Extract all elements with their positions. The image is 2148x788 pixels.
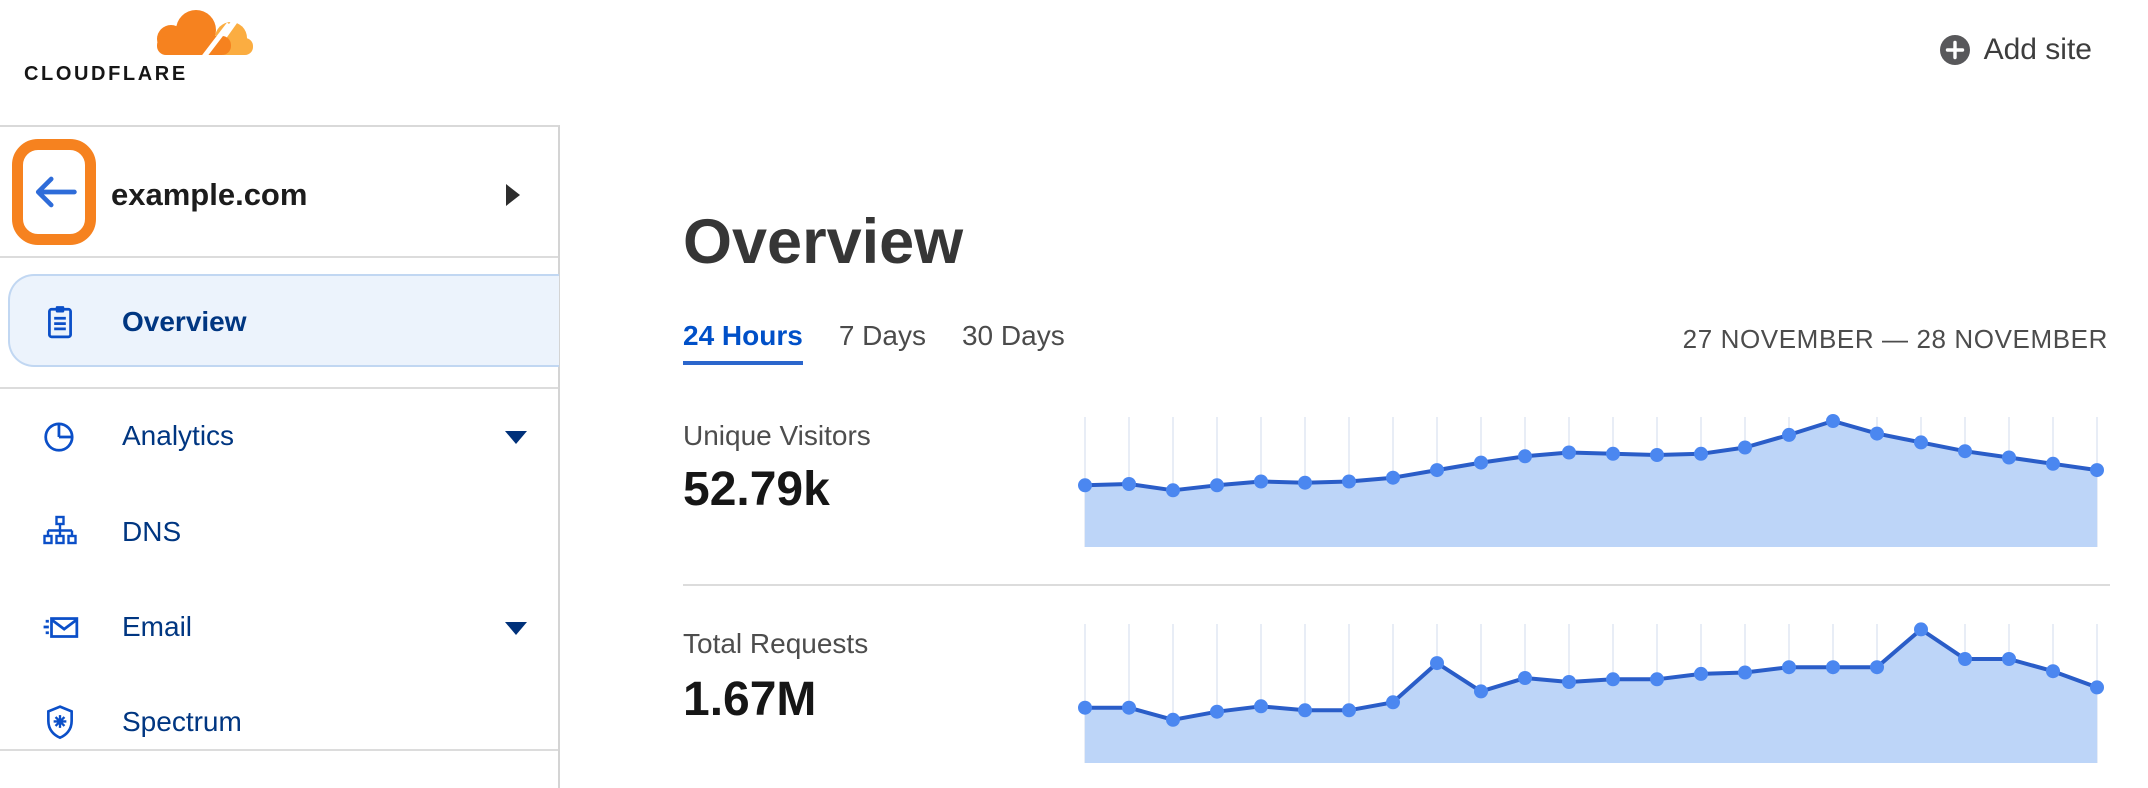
sidebar-item-spectrum[interactable]: Spectrum bbox=[0, 690, 558, 754]
sidebar-item-label: DNS bbox=[122, 516, 182, 547]
sidebar-item-label: Spectrum bbox=[122, 706, 242, 737]
shield-spectrum-icon bbox=[42, 704, 78, 740]
sidebar-item-label: Overview bbox=[122, 306, 247, 337]
sidebar bbox=[0, 125, 560, 788]
sidebar-item-email[interactable]: Email bbox=[0, 595, 558, 659]
back-button-orange-callout[interactable] bbox=[12, 139, 96, 245]
site-name[interactable]: example.com bbox=[111, 177, 308, 212]
sidebar-item-label: Analytics bbox=[122, 420, 235, 451]
tab-24-hours[interactable]: 24 Hours bbox=[683, 320, 803, 365]
unique-visitors-chart bbox=[1073, 413, 2105, 552]
sidebar-item-label: Email bbox=[122, 611, 193, 642]
sidebar-divider bbox=[0, 749, 558, 751]
cloudflare-wordmark: CLOUDFLARE bbox=[24, 63, 188, 85]
dns-tree-icon bbox=[42, 514, 78, 550]
time-range-tabs: 24 Hours 7 Days 30 Days bbox=[683, 320, 1065, 365]
total-requests-chart bbox=[1073, 620, 2105, 768]
email-icon bbox=[42, 609, 79, 645]
date-range-label: 27 NOVEMBER — 28 NOVEMBER bbox=[1682, 324, 2108, 354]
unique-visitors-value: 52.79k bbox=[683, 463, 830, 516]
tab-7-days[interactable]: 7 Days bbox=[838, 320, 926, 351]
add-site-button[interactable]: Add site bbox=[1939, 33, 2092, 67]
content-divider bbox=[683, 584, 2110, 586]
chevron-down-icon bbox=[505, 431, 527, 444]
pie-chart-icon bbox=[42, 418, 78, 454]
total-requests-value: 1.67M bbox=[683, 673, 817, 726]
chevron-right-icon[interactable] bbox=[506, 184, 520, 206]
back-arrow-icon bbox=[35, 176, 77, 208]
sidebar-divider bbox=[0, 387, 558, 389]
chevron-down-icon bbox=[505, 622, 527, 635]
unique-visitors-label: Unique Visitors bbox=[683, 420, 871, 451]
total-requests-label: Total Requests bbox=[683, 628, 869, 659]
sidebar-item-dns[interactable]: DNS bbox=[0, 500, 558, 564]
add-site-label: Add site bbox=[1983, 33, 2092, 66]
tab-30-days[interactable]: 30 Days bbox=[961, 320, 1065, 351]
plus-circle-icon bbox=[1939, 35, 1970, 65]
sidebar-item-analytics[interactable]: Analytics bbox=[0, 404, 558, 468]
cloudflare-logo[interactable] bbox=[143, 8, 255, 67]
selected-item-highlight bbox=[8, 274, 559, 367]
cloudflare-cloud-icon bbox=[157, 10, 253, 62]
clipboard-icon bbox=[42, 304, 78, 340]
sidebar-item-overview[interactable]: Overview bbox=[0, 290, 558, 354]
page-title: Overview bbox=[683, 207, 964, 277]
sidebar-divider bbox=[0, 256, 558, 258]
